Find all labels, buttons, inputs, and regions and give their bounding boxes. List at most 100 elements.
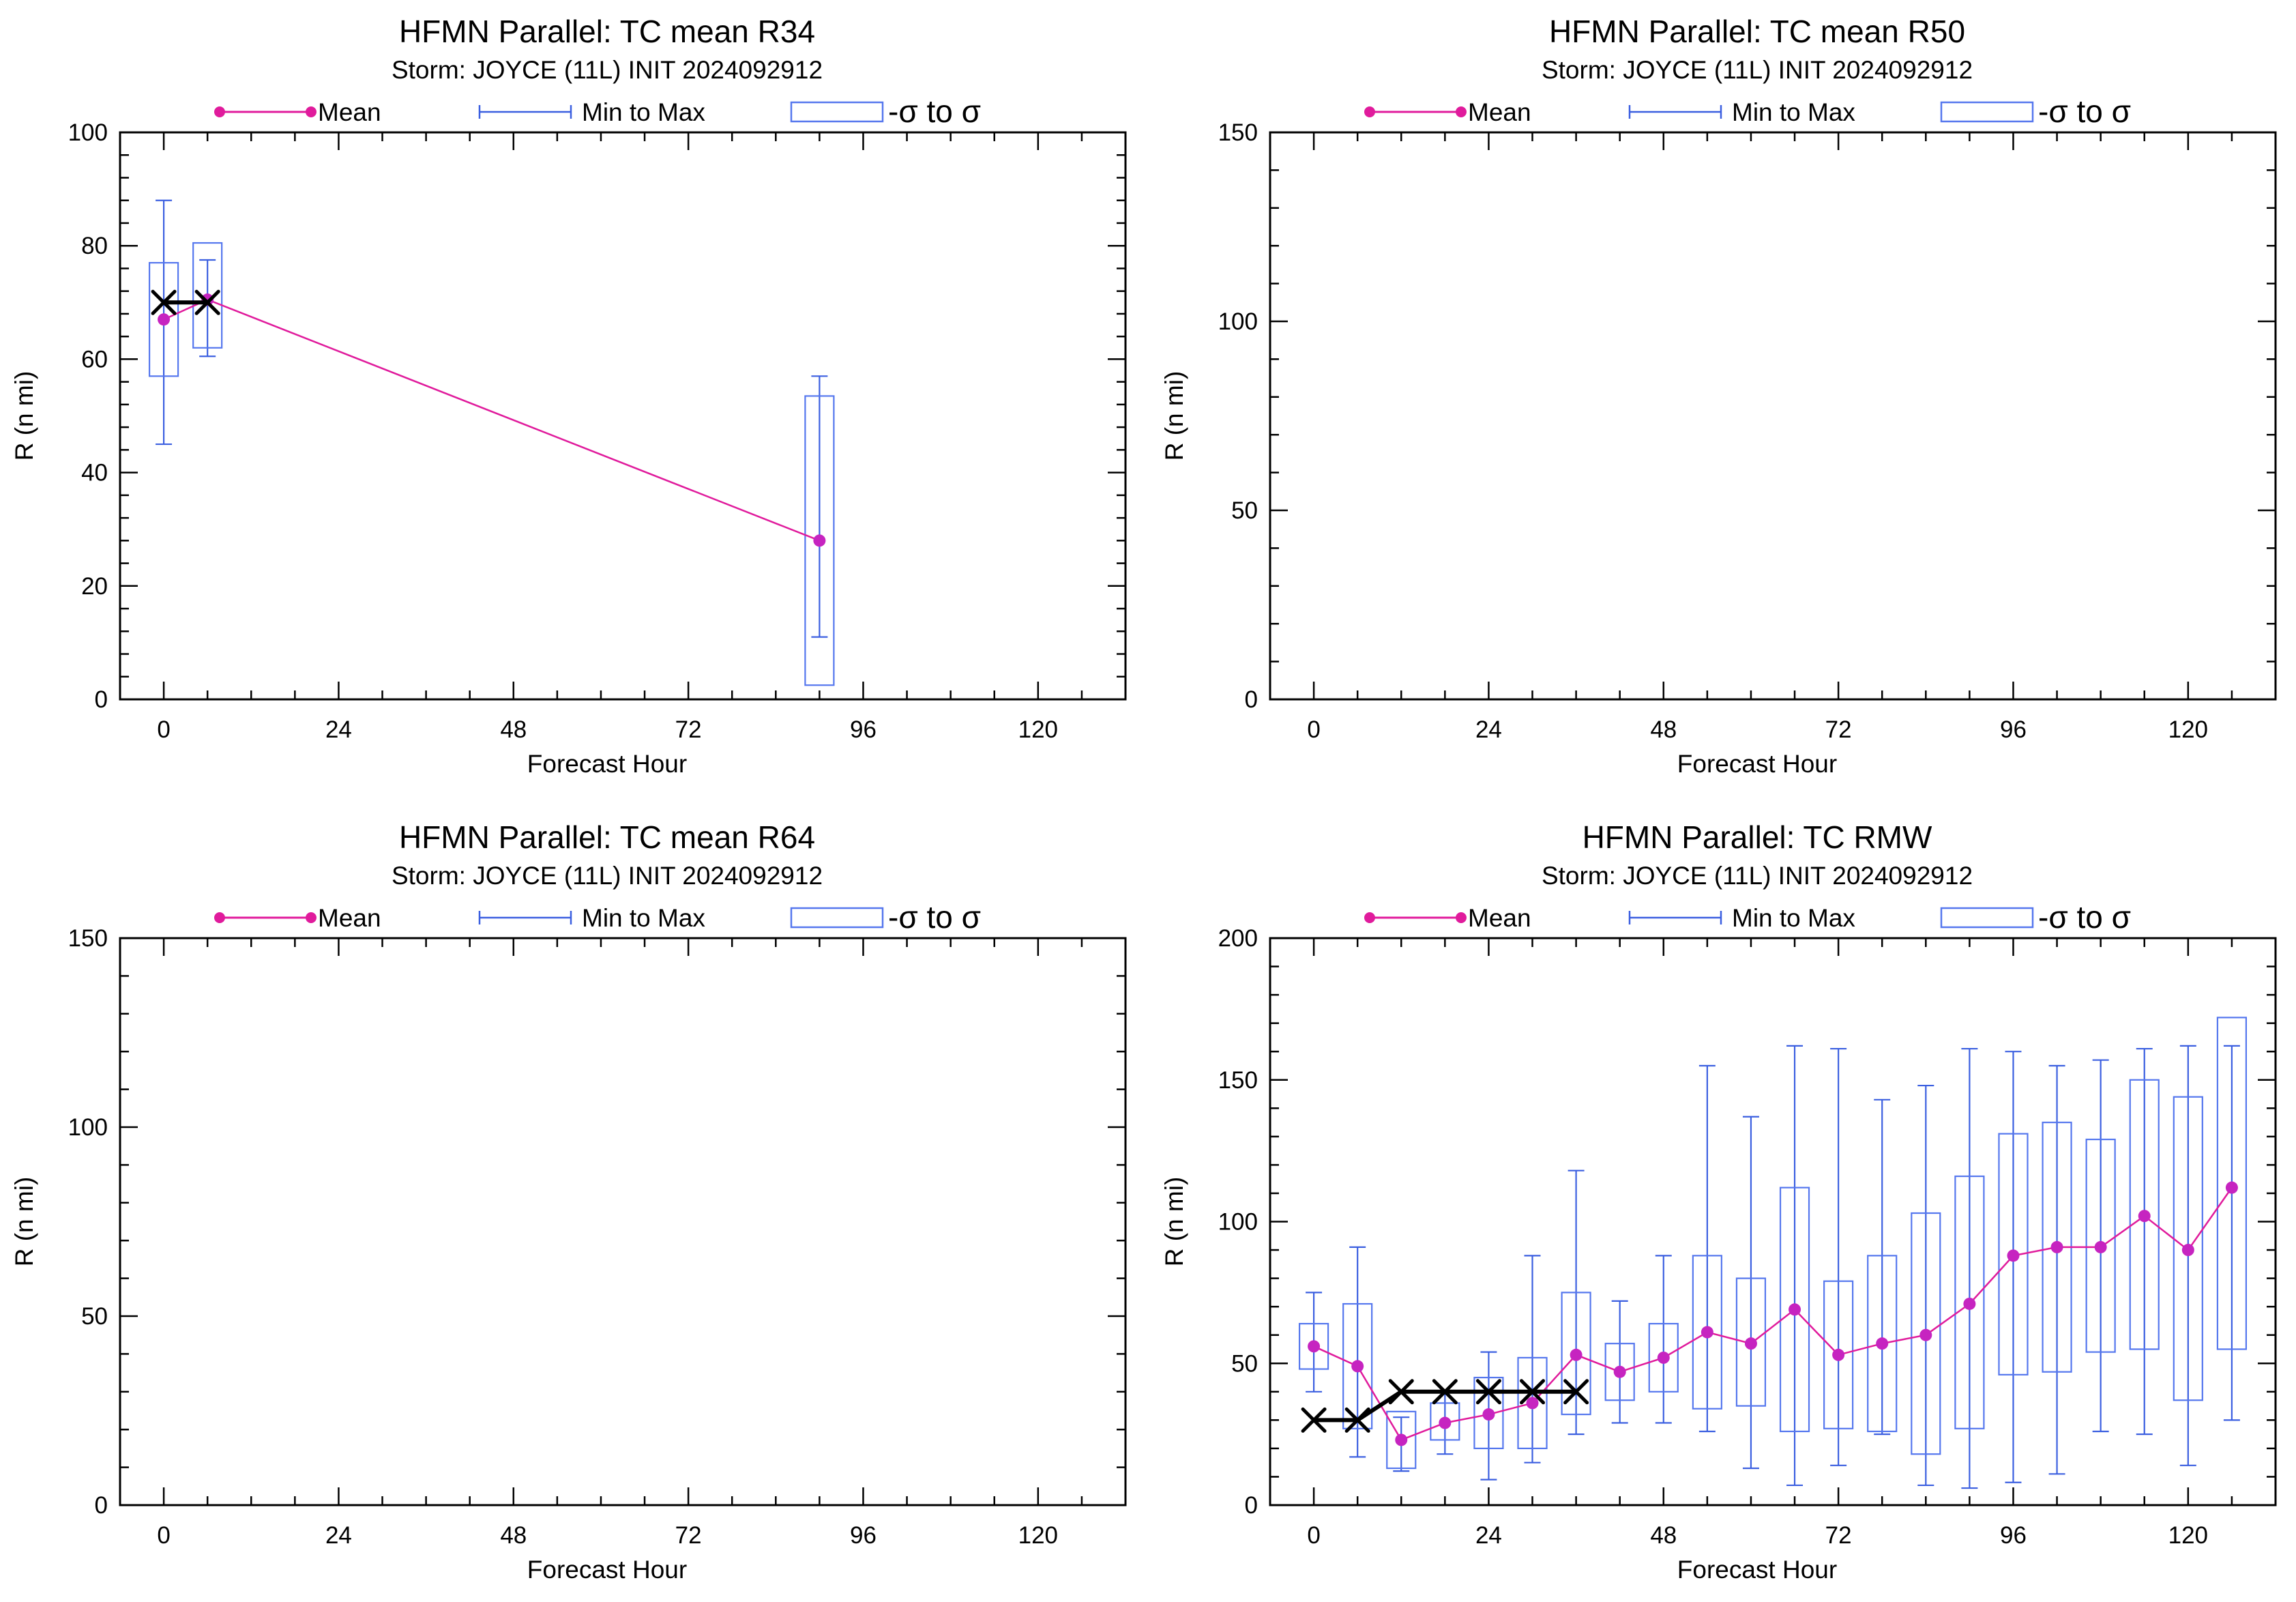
plot-frame: [1269, 937, 2277, 1506]
sigma-box: [1473, 1376, 1504, 1450]
axis-ticks: [1269, 937, 2277, 1506]
legend-range-label: Min to Max: [1732, 904, 1855, 932]
mean-point: [2094, 1240, 2107, 1253]
sigma-box: [1604, 1343, 1635, 1401]
mean-point: [1657, 1351, 1670, 1364]
mean-point: [2138, 1210, 2151, 1223]
observed-point: [194, 289, 220, 315]
mean-point: [1526, 1397, 1539, 1410]
observed-point: [1520, 1379, 1546, 1405]
min-max-whisker: [1742, 1116, 1759, 1470]
legend-mean-label: Mean: [1468, 98, 1531, 126]
min-max-whisker: [2005, 1051, 2022, 1483]
mean-point: [2225, 1181, 2238, 1194]
sigma-box: [192, 242, 223, 349]
legend-sigma-box: [790, 101, 884, 123]
x-tick-label: 48: [500, 1522, 527, 1549]
chart-title: HFMN Parallel: TC RMW: [1583, 819, 1932, 855]
chart-subtitle: Storm: JOYCE (11L) INIT 2024092912: [392, 862, 823, 890]
sigma-box: [2129, 1079, 2160, 1350]
x-tick-label: 96: [2000, 1522, 2027, 1549]
chart-panel-4: HFMN Parallel: TC RMW Storm: JOYCE (11L) …: [1160, 819, 2277, 1584]
min-max-whisker: [1830, 1047, 1847, 1466]
min-max-whisker: [1917, 1084, 1934, 1487]
sigma-box: [1692, 1255, 1722, 1410]
y-tick-label: 0: [95, 1492, 108, 1519]
y-tick-label: 100: [68, 119, 108, 146]
sigma-box: [1648, 1322, 1679, 1393]
legend-range-label: Min to Max: [582, 98, 705, 126]
legend-sigma-label: -σ to σ: [2038, 899, 2131, 935]
legend-mean-marker: [306, 106, 317, 117]
observed-point: [1563, 1379, 1589, 1405]
sigma-box: [1342, 1302, 1373, 1429]
min-max-whisker: [1874, 1098, 1891, 1436]
x-tick-label: 120: [2168, 1522, 2208, 1549]
mean-point: [1744, 1337, 1757, 1350]
mean-point: [1570, 1348, 1583, 1361]
chart-title: HFMN Parallel: TC mean R64: [399, 819, 815, 855]
legend-sigma-box: [790, 907, 884, 929]
x-tick-label: 120: [1018, 716, 1058, 743]
sigma-box: [1779, 1186, 1810, 1433]
x-tick-label: 72: [1825, 1522, 1852, 1549]
x-tick-label: 24: [325, 1522, 352, 1549]
mean-point: [158, 313, 171, 326]
legend-sigma-box: [1940, 101, 2034, 123]
mean-point: [2007, 1249, 2020, 1262]
mean-point: [2181, 1244, 2194, 1257]
legend-mean-marker: [1456, 106, 1467, 117]
y-tick-label: 0: [1245, 1492, 1258, 1519]
chart-subtitle: Storm: JOYCE (11L) INIT 2024092912: [1542, 56, 1973, 84]
axis-ticks: [1269, 131, 2277, 701]
legend-sigma-label: -σ to σ: [2038, 93, 2131, 129]
legend: Mean Min to Max -σ to σ: [214, 899, 981, 935]
sigma-box: [804, 395, 835, 686]
x-tick-label: 0: [157, 1522, 170, 1549]
min-max-whisker: [2048, 1064, 2065, 1475]
x-tick-label: 72: [675, 1522, 702, 1549]
axis-ticks: [119, 131, 1127, 701]
y-tick-label: 50: [81, 1303, 108, 1330]
sigma-box: [1911, 1212, 1941, 1455]
min-max-whisker: [2136, 1047, 2153, 1436]
plot-frame: [119, 131, 1127, 701]
sigma-box: [2085, 1138, 2116, 1353]
y-tick-label: 0: [95, 686, 108, 713]
sigma-box: [1735, 1277, 1767, 1407]
chart-subtitle: Storm: JOYCE (11L) INIT 2024092912: [1542, 862, 1973, 890]
observed-x-stroke: [1563, 1379, 1589, 1405]
y-axis-label: R (n mi): [1160, 1177, 1188, 1267]
min-max-whisker: [1611, 1300, 1628, 1424]
min-max-whisker: [1655, 1255, 1672, 1424]
sigma-box: [1517, 1356, 1548, 1449]
mean-point: [1789, 1303, 1801, 1316]
sigma-box: [1823, 1280, 1854, 1429]
mean-series-line: [163, 298, 820, 542]
min-max-whisker: [1961, 1047, 1978, 1489]
legend-sigma-label: -σ to σ: [888, 899, 981, 935]
y-tick-label: 40: [81, 460, 108, 486]
y-axis-label: R (n mi): [10, 371, 38, 461]
legend-mean-marker: [1364, 912, 1375, 923]
x-axis-label: Forecast Hour: [1677, 750, 1837, 778]
y-axis-label: R (n mi): [10, 1177, 38, 1267]
y-tick-label: 100: [1218, 308, 1258, 335]
mean-point: [1963, 1297, 1976, 1310]
sigma-box: [1386, 1410, 1417, 1470]
axis-ticks: [119, 937, 1127, 1506]
min-max-whisker: [1786, 1045, 1804, 1487]
legend-mean-marker: [1364, 106, 1375, 117]
x-tick-label: 48: [1650, 1522, 1677, 1549]
legend: Mean Min to Max -σ to σ: [214, 93, 981, 129]
legend-mean-marker: [214, 106, 225, 117]
mean-series-line: [1313, 1186, 2233, 1441]
x-tick-label: 0: [1307, 1522, 1320, 1549]
chart-panel-1: HFMN Parallel: TC mean R34 Storm: JOYCE (…: [10, 14, 1127, 778]
observed-x-stroke: [151, 289, 177, 315]
x-tick-label: 120: [2168, 716, 2208, 743]
mean-point: [1701, 1326, 1713, 1339]
observed-x-stroke: [1301, 1407, 1327, 1433]
sigma-box: [1430, 1402, 1460, 1441]
